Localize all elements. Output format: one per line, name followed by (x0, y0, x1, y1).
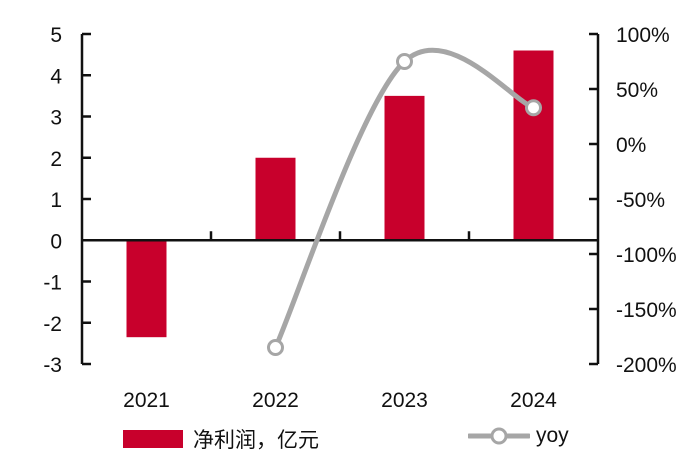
bar-2021 (126, 240, 167, 338)
legend-swatch-bar (123, 430, 183, 448)
left-axis-tick-label: 2 (50, 148, 62, 171)
legend-item-net-profit: 净利润，亿元 (123, 424, 319, 454)
left-axis-tick-label: 5 (50, 24, 62, 47)
yoy-line (273, 47, 536, 350)
right-axis-tick-label: 50% (616, 79, 658, 102)
yoy-point-marker (396, 53, 413, 70)
bar-2024 (513, 50, 554, 241)
yoy-point-marker (267, 339, 284, 356)
right-axis-tick-label: -100% (616, 244, 677, 267)
left-axis-tick-label: 0 (50, 230, 62, 253)
left-axis-tick-label: -2 (43, 313, 62, 336)
bar-2022 (255, 157, 296, 241)
bar-2023 (384, 95, 425, 241)
x-axis-label-2024: 2024 (510, 389, 557, 412)
x-axis-label-2022: 2022 (252, 389, 299, 412)
x-axis-label-2021: 2021 (123, 389, 170, 412)
left-axis-tick-label: -3 (43, 354, 62, 377)
right-axis-tick-label: -200% (616, 354, 677, 377)
left-axis-tick-label: 1 (50, 189, 62, 212)
left-axis-tick-label: 4 (50, 65, 62, 88)
yoy-point-marker (525, 99, 542, 117)
right-axis-tick-label: -50% (616, 189, 665, 212)
legend-item-yoy: yoy (468, 424, 569, 448)
right-axis-tick-label: 100% (616, 24, 670, 47)
right-axis-tick-label: -150% (616, 299, 677, 322)
right-axis-tick-label: 0% (616, 134, 646, 157)
chart-legend: 净利润，亿元 yoy (0, 424, 700, 460)
legend-label-net-profit: 净利润，亿元 (193, 429, 319, 452)
x-axis-label-2023: 2023 (381, 389, 428, 412)
legend-label-yoy: yoy (536, 424, 569, 447)
left-axis-tick-label: 3 (50, 107, 62, 130)
legend-line-marker-icon (468, 427, 530, 445)
left-axis-tick-label: -1 (43, 272, 62, 295)
